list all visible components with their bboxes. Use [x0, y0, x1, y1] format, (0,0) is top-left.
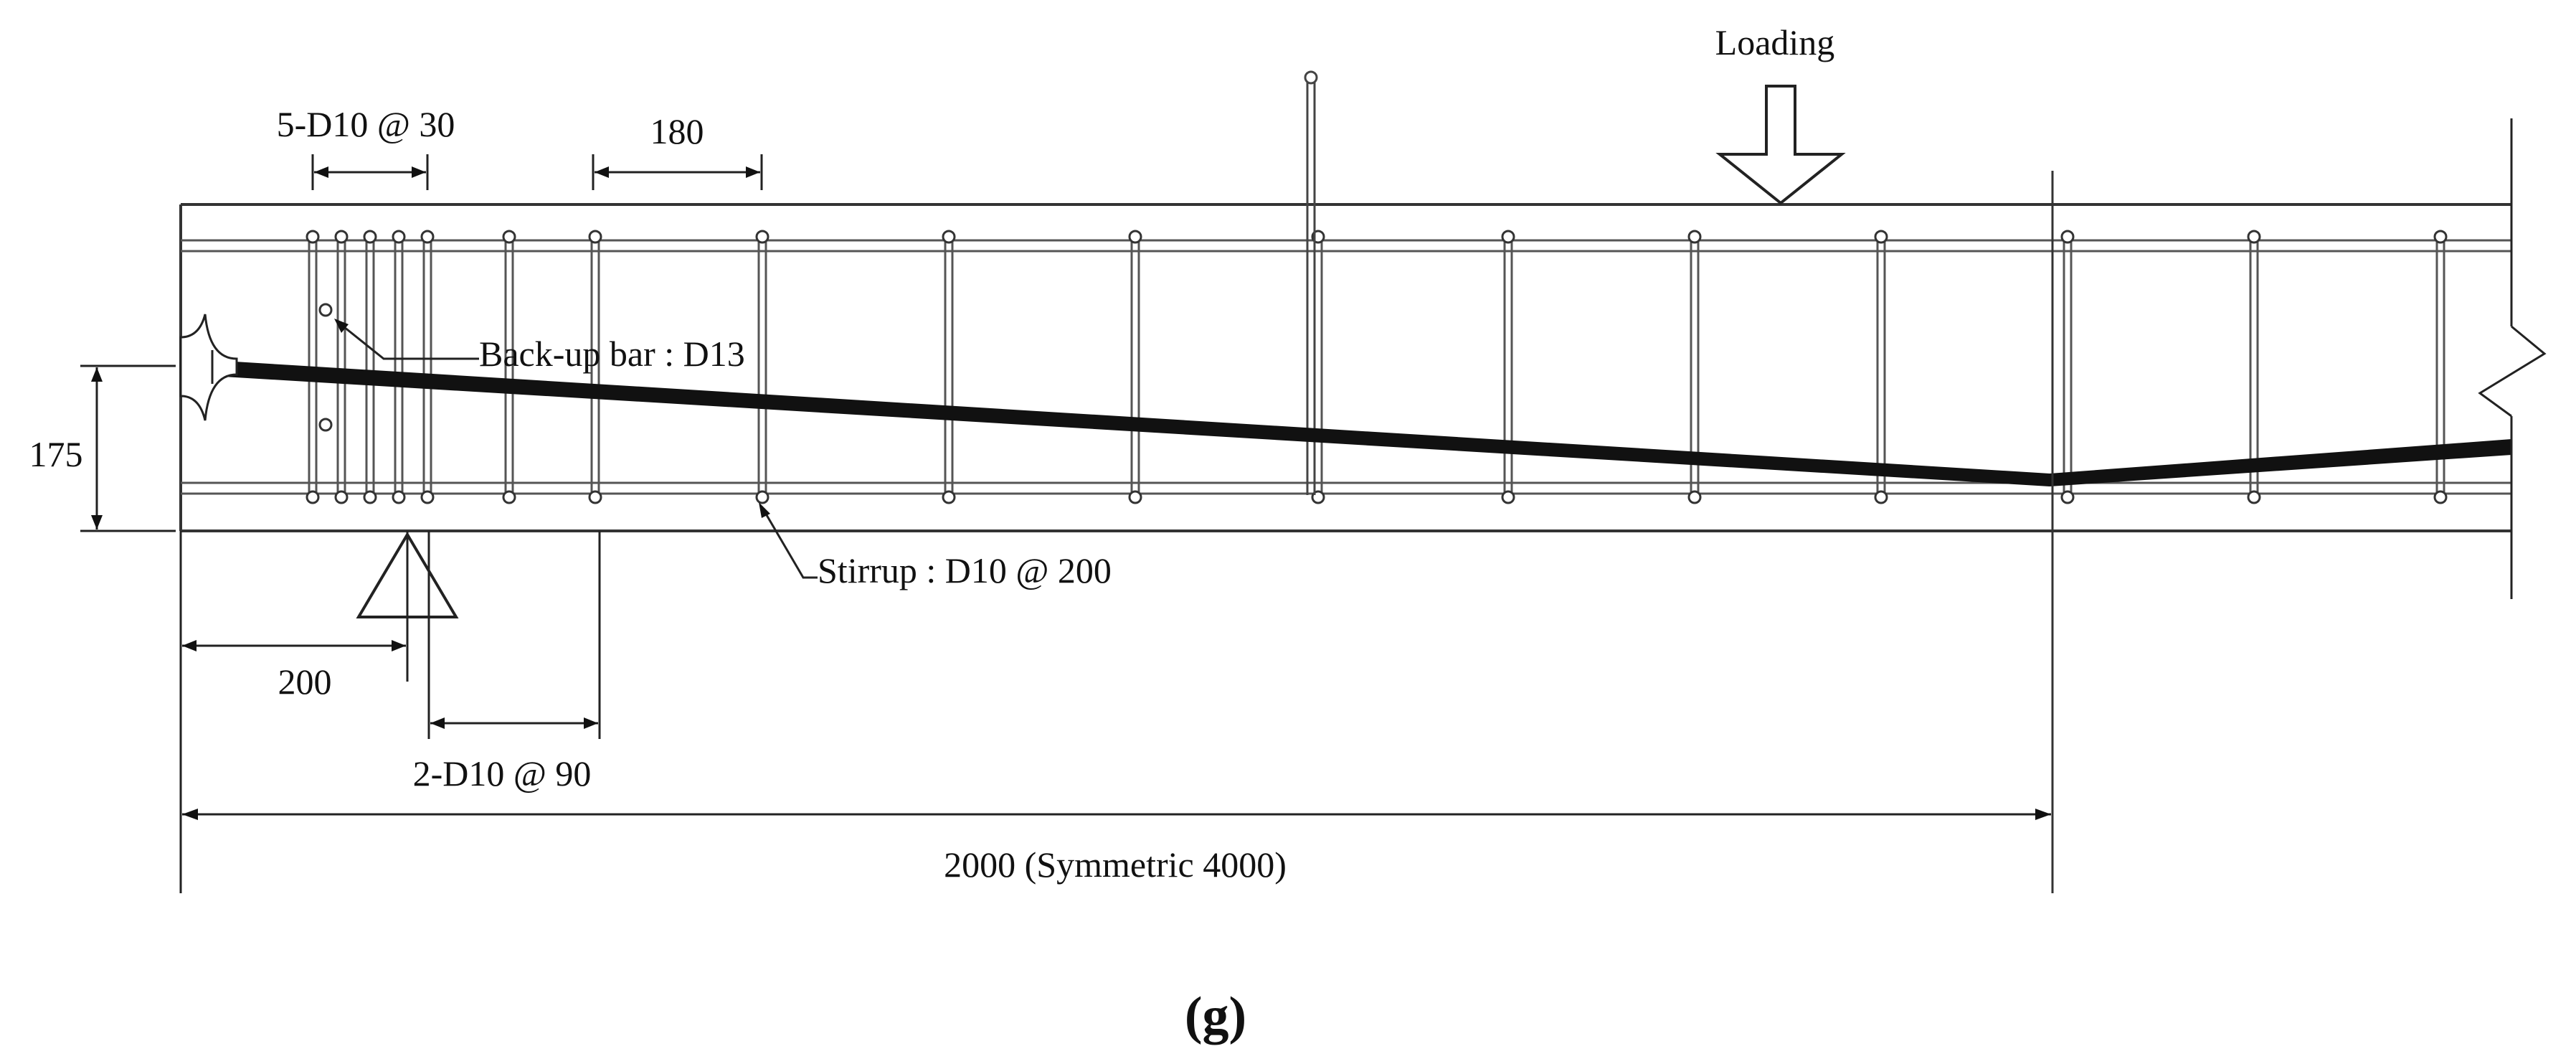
longitudinal-bars: [181, 239, 2511, 495]
tendon-profile: [188, 359, 2511, 486]
stirrup: [1501, 230, 1515, 504]
stirrup: [588, 230, 602, 504]
instrument-rod: [1304, 70, 1318, 495]
dimension-lines: [80, 154, 2051, 893]
instrument-rod-cap: [1304, 70, 1318, 85]
leader-arrowhead-stirrup: [759, 502, 770, 518]
stirrup: [2433, 230, 2448, 504]
tendon: [188, 359, 2511, 486]
depth-175-label: 175: [29, 434, 83, 474]
stirrup: [942, 230, 956, 504]
break-line-icon: [2478, 118, 2547, 599]
stirrup: [392, 230, 406, 504]
dim-2d10-label: 2-D10 @ 90: [413, 753, 592, 794]
backup-bar-bottom: [318, 418, 333, 432]
leader-arrowhead-backup: [334, 319, 349, 333]
backup-bar-label: Back-up bar : D13: [479, 334, 745, 374]
backup-bars: [318, 303, 333, 432]
tendon-anchor-icon: [179, 314, 238, 421]
stirrup: [502, 230, 516, 504]
stirrup: [363, 230, 377, 504]
top-stirrup-spacing-label: 5-D10 @ 30: [277, 104, 455, 144]
dimension-arrowheads: [91, 166, 2051, 820]
stirrup-label: Stirrup : D10 @ 200: [818, 550, 1112, 590]
stirrup: [2060, 230, 2075, 504]
loading-label: Loading: [1715, 22, 1835, 62]
figure-caption: (g): [1185, 987, 1246, 1045]
leader-lines: [336, 320, 818, 579]
stirrup: [1128, 230, 1142, 504]
spacing-180-label: 180: [650, 111, 704, 151]
backup-bar-top: [318, 303, 333, 317]
stirrup: [755, 230, 770, 504]
stirrup: [1874, 230, 1888, 504]
stirrup: [334, 230, 349, 504]
stirrup: [420, 230, 435, 504]
dim-200-label: 200: [278, 662, 332, 702]
stirrup: [2247, 230, 2261, 504]
down-arrow-icon: [1715, 85, 1846, 205]
dim-total-label: 2000 (Symmetric 4000): [944, 844, 1287, 885]
